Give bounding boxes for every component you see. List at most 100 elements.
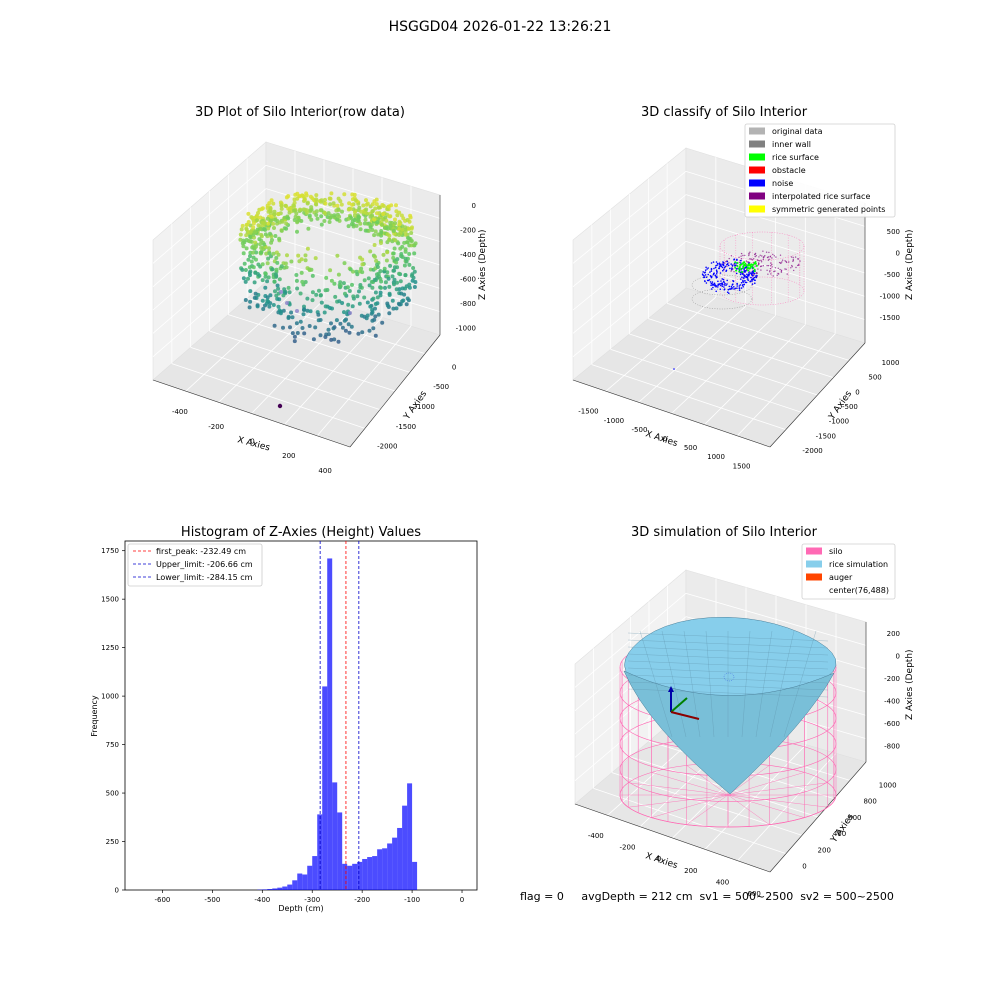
p2-x-tick: 1000 (707, 453, 725, 461)
p1-point (295, 229, 299, 234)
p1-point (300, 279, 305, 284)
p1-point (373, 290, 378, 295)
p1-point (357, 289, 361, 294)
p2-noise-point (736, 258, 738, 261)
p1-point (359, 209, 364, 214)
p1-point (385, 250, 390, 255)
p1-y-tick: -500 (433, 383, 449, 391)
p1-point (409, 273, 414, 278)
p1-point (387, 214, 392, 219)
p1-point (307, 268, 312, 273)
p2-noise-point (739, 273, 742, 276)
p1-point (319, 222, 324, 227)
p4-y-tick: 800 (863, 798, 876, 806)
p1-point (244, 246, 249, 251)
p1-point (293, 214, 298, 219)
p1-point (252, 230, 257, 235)
p2-interp-point (781, 259, 784, 261)
p1-point (257, 273, 262, 278)
p1-point (326, 327, 331, 332)
p2-rice-point (736, 264, 739, 267)
p1-point (355, 272, 360, 277)
p1-point (368, 214, 373, 219)
p2-noise-point (713, 267, 715, 270)
p2-noise-point (702, 271, 704, 273)
p1-point (408, 213, 413, 218)
p1-point (345, 285, 350, 290)
p1-point (407, 262, 412, 267)
p2-noise-point (712, 286, 714, 289)
p1-points (238, 191, 418, 409)
p1-x-tick: -400 (172, 408, 188, 416)
p2-interp-point (748, 261, 750, 263)
p2-y-tick: -1500 (816, 432, 836, 440)
p1-point (352, 218, 357, 222)
p1-x-tick: -200 (208, 423, 224, 431)
hist-legend-label: Upper_limit: -206.66 cm (156, 560, 253, 569)
p1-point (288, 325, 292, 330)
p1-point (378, 293, 383, 298)
p1-point (290, 315, 295, 320)
p2-interp-point (753, 258, 755, 260)
p1-grid-line (265, 164, 441, 219)
p1-point (292, 208, 296, 213)
p2-rice-point (736, 262, 739, 264)
p1-point (372, 277, 377, 282)
p1-point (268, 293, 273, 298)
hist-x-tick-label: -500 (204, 896, 220, 904)
p1-point (372, 217, 377, 222)
p1-point (251, 225, 256, 230)
p1-point (304, 191, 309, 196)
p1-point (284, 226, 289, 231)
p2-noise-point (706, 268, 708, 270)
p1-point (365, 300, 370, 305)
p1-point (307, 213, 312, 218)
p4-y-tick: 600 (848, 814, 861, 822)
p1-point (367, 283, 372, 288)
hist-legend-frame (127, 543, 263, 587)
p1-point (306, 226, 311, 231)
p2-interp-point (776, 274, 778, 276)
p1-y-tick: 0 (452, 363, 456, 371)
p2-interp-point (780, 262, 782, 264)
p1-point (326, 211, 331, 216)
silo-floor-line (651, 772, 729, 796)
p2-ticks: -1500-1000-50005001000150010005000-500-1… (578, 228, 900, 470)
p1-point (319, 198, 324, 203)
p1-point (365, 201, 370, 206)
p1-point (380, 222, 385, 227)
p1-point (336, 272, 341, 277)
hist-bar (387, 843, 393, 890)
hist-bar (412, 861, 418, 890)
silo-floor-line (727, 772, 805, 796)
p1-point (324, 275, 329, 280)
p2-noise-point (728, 292, 730, 295)
p2-legend-label: obstacle (772, 166, 806, 175)
p1-point (348, 311, 352, 315)
p2-legend-swatch (749, 192, 765, 200)
p1-point (387, 284, 392, 289)
p1-point (296, 253, 301, 258)
p1-point (412, 285, 417, 289)
panel-raw-title: 3D Plot of Silo Interior(row data) (195, 105, 405, 120)
hist-bar (332, 782, 338, 890)
p2-interp-point (774, 270, 776, 272)
p2-noise-point (726, 263, 729, 266)
p2-y-tick: -500 (842, 403, 858, 411)
p1-y-tick: -2000 (377, 443, 397, 451)
p1-point (329, 278, 334, 283)
p2-noise-point (736, 282, 738, 285)
p1-point (278, 309, 283, 314)
p1-point (260, 220, 265, 225)
p1-point (397, 222, 402, 227)
p2-interp-point (757, 262, 760, 264)
p2-interp-point (758, 256, 760, 258)
p1-point (266, 256, 271, 261)
p1-point (385, 232, 390, 237)
p2-z-tick: -500 (884, 271, 900, 279)
p1-point (253, 291, 258, 296)
p1-point (240, 223, 245, 228)
p2-interp-point (773, 255, 775, 257)
p1-point (332, 213, 337, 218)
p4-z-tick: -400 (884, 698, 900, 706)
